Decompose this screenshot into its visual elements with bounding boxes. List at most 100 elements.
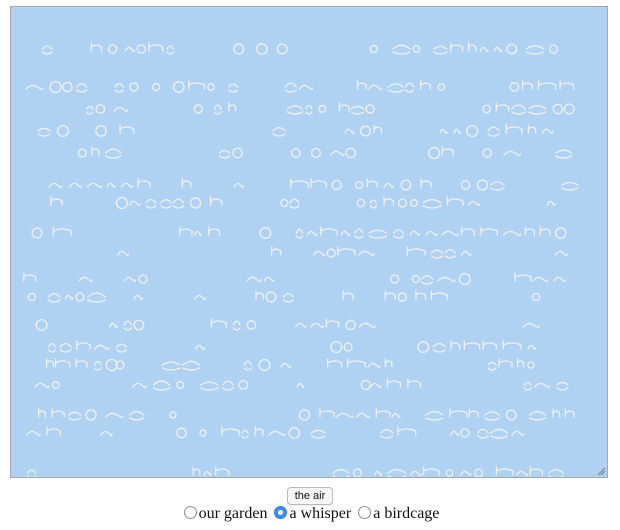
glyph-stroke — [194, 294, 207, 300]
glyph-stroke — [326, 358, 343, 368]
glyph-stroke — [358, 322, 376, 328]
glyph-stroke — [318, 105, 327, 113]
glyph-stroke — [123, 276, 137, 282]
glyph-stroke — [561, 181, 579, 191]
glyph-stroke — [367, 362, 381, 368]
glyph-stroke — [356, 412, 370, 418]
glyph-stroke — [105, 358, 118, 372]
radio-label: our garden — [198, 505, 268, 522]
glyph-stroke — [51, 408, 65, 418]
glyph-stroke — [280, 198, 289, 208]
glyph-stroke — [209, 196, 223, 206]
glyph-stroke — [528, 104, 547, 115]
glyph-stroke — [116, 343, 128, 353]
resize-grip-icon[interactable] — [597, 467, 606, 476]
glyph-stroke — [87, 292, 106, 303]
glyph-stroke — [104, 148, 122, 159]
glyph-stroke — [337, 246, 356, 256]
glyph-stroke — [284, 82, 297, 93]
glyph-stroke — [221, 426, 240, 436]
glyph-stroke — [450, 42, 464, 52]
glyph-stroke — [338, 102, 350, 112]
glyph-stroke — [521, 80, 533, 90]
glyph-stroke — [172, 198, 185, 209]
glyph-stroke — [476, 179, 489, 191]
glyph-stroke — [516, 358, 525, 368]
glyph-stroke — [523, 381, 532, 391]
glyph-stroke — [166, 45, 175, 55]
glyph-stroke — [553, 276, 566, 282]
glyph-stroke — [391, 412, 401, 418]
glyph-stroke — [37, 127, 51, 137]
glyph-stroke — [68, 411, 82, 421]
glyph-stroke — [255, 290, 265, 300]
glyph-stroke — [387, 83, 404, 93]
glyph-stroke — [369, 199, 377, 209]
glyph-stroke — [411, 274, 420, 284]
glyph-stroke — [199, 381, 219, 391]
glyph-stroke — [463, 340, 481, 350]
the-air-button[interactable]: the air — [286, 487, 334, 505]
glyph-stroke — [458, 273, 471, 285]
glyph-stroke — [219, 149, 231, 159]
glyph-stroke — [107, 44, 118, 54]
radio-circle-icon[interactable] — [358, 506, 372, 519]
glyph-stroke — [514, 272, 532, 282]
radio-circle-icon[interactable] — [183, 506, 197, 519]
glyph-stroke — [38, 408, 46, 418]
glyph-stroke — [383, 182, 394, 188]
glyph-stroke — [369, 382, 382, 388]
glyph-stroke — [420, 80, 432, 90]
glyph-stroke — [120, 182, 134, 188]
glyph-stroke — [25, 84, 44, 90]
glyph-stroke — [75, 83, 88, 93]
radio-a-birdcage[interactable]: a birdcage — [355, 505, 439, 522]
glyph-stroke — [369, 44, 378, 54]
glyph-stroke — [100, 430, 113, 436]
poem-textarea[interactable] — [10, 6, 608, 478]
glyph-stroke — [176, 381, 185, 389]
glyph-stroke — [505, 124, 523, 134]
glyph-stroke — [420, 275, 434, 285]
glyph-stroke — [136, 44, 147, 54]
glyph-stroke — [480, 226, 498, 236]
glyph-stroke — [554, 227, 567, 239]
glyph-stroke — [233, 182, 244, 188]
glyph-stroke — [331, 179, 342, 191]
radio-a-whisper[interactable]: a whisper — [271, 505, 355, 522]
glyph-stroke — [207, 83, 215, 91]
glyph-stroke — [359, 125, 372, 137]
glyph-stroke — [506, 43, 518, 55]
glyph-stroke — [409, 199, 418, 207]
glyph-stroke — [115, 196, 128, 210]
radio-circle-icon[interactable] — [274, 506, 288, 519]
glyph-stroke — [450, 430, 460, 436]
radio-our-garden[interactable]: our garden — [181, 505, 272, 522]
glyph-stroke — [272, 126, 286, 137]
glyph-stroke — [86, 105, 94, 115]
glyph-stroke — [113, 106, 129, 112]
glyph-stroke — [505, 409, 517, 421]
glyph-stroke — [286, 105, 304, 115]
glyph-stroke — [47, 293, 61, 303]
glyph-stroke — [422, 198, 442, 209]
glyph-stroke — [192, 466, 201, 476]
glyph-stroke — [522, 322, 540, 328]
glyph-stroke — [91, 146, 100, 156]
glyph-stroke — [320, 226, 338, 236]
glyph-stroke — [305, 104, 313, 115]
glyph-stroke — [460, 180, 471, 190]
glyph-stroke — [449, 408, 468, 418]
glyph-stroke — [27, 292, 37, 302]
glyph-stroke — [390, 274, 400, 284]
glyph-stroke — [358, 250, 375, 256]
glyph-stroke — [345, 319, 356, 331]
glyph-stroke — [555, 149, 572, 159]
radio-label: a birdcage — [373, 505, 440, 522]
glyph-stroke — [246, 320, 257, 330]
glyph-stroke — [384, 290, 396, 300]
glyph-stroke — [417, 341, 430, 353]
glyph-stroke — [406, 246, 426, 256]
glyph-stroke — [138, 274, 148, 284]
glyph-stroke — [332, 469, 350, 477]
